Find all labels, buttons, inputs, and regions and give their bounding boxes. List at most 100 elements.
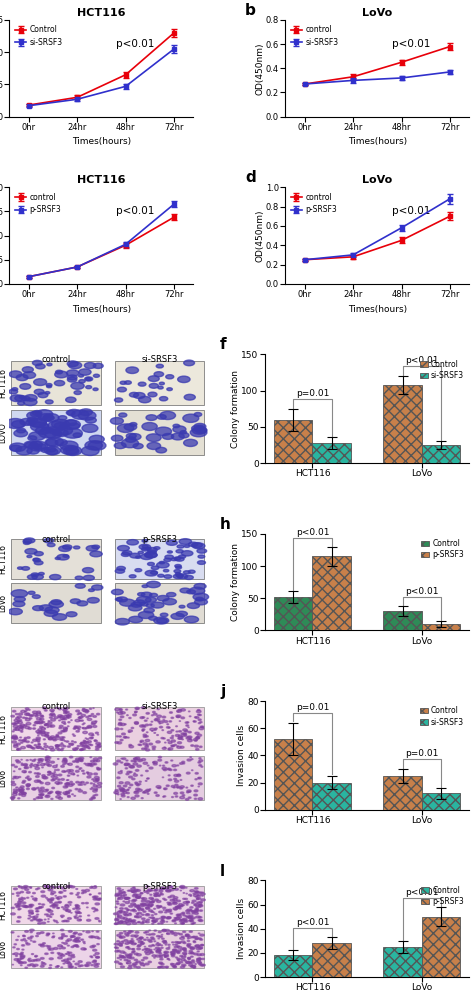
Circle shape bbox=[27, 412, 41, 420]
Circle shape bbox=[137, 785, 139, 786]
Circle shape bbox=[37, 722, 40, 724]
Circle shape bbox=[62, 737, 65, 738]
Circle shape bbox=[140, 725, 144, 727]
Circle shape bbox=[97, 713, 100, 715]
Circle shape bbox=[156, 741, 160, 743]
Circle shape bbox=[55, 381, 64, 386]
Circle shape bbox=[159, 382, 164, 385]
Circle shape bbox=[179, 737, 182, 739]
Circle shape bbox=[173, 425, 180, 428]
Circle shape bbox=[81, 785, 82, 786]
Circle shape bbox=[167, 958, 169, 959]
Circle shape bbox=[142, 729, 145, 730]
Circle shape bbox=[14, 430, 27, 437]
Circle shape bbox=[36, 427, 49, 435]
Circle shape bbox=[58, 945, 62, 947]
Circle shape bbox=[196, 916, 200, 918]
Circle shape bbox=[25, 906, 28, 907]
Circle shape bbox=[162, 955, 164, 956]
Circle shape bbox=[48, 421, 67, 431]
Circle shape bbox=[18, 777, 21, 778]
Circle shape bbox=[167, 768, 171, 770]
Circle shape bbox=[175, 557, 184, 561]
Circle shape bbox=[191, 956, 193, 957]
Circle shape bbox=[177, 916, 182, 918]
Circle shape bbox=[64, 715, 69, 718]
Bar bbox=[11, 410, 101, 455]
Text: p<0.01: p<0.01 bbox=[296, 918, 329, 927]
Circle shape bbox=[161, 963, 164, 965]
Circle shape bbox=[49, 717, 52, 718]
Circle shape bbox=[199, 963, 201, 964]
Circle shape bbox=[90, 887, 92, 888]
Circle shape bbox=[75, 789, 78, 790]
Title: HCT116: HCT116 bbox=[77, 175, 126, 185]
Text: HCT116: HCT116 bbox=[0, 714, 8, 744]
Circle shape bbox=[75, 583, 85, 588]
Circle shape bbox=[61, 887, 64, 888]
Circle shape bbox=[57, 770, 59, 771]
Circle shape bbox=[23, 372, 36, 379]
Circle shape bbox=[82, 749, 84, 750]
Circle shape bbox=[197, 962, 201, 963]
Circle shape bbox=[178, 946, 182, 948]
Circle shape bbox=[200, 892, 202, 893]
Circle shape bbox=[63, 764, 65, 765]
Circle shape bbox=[180, 786, 184, 788]
Circle shape bbox=[88, 726, 92, 728]
Circle shape bbox=[144, 948, 148, 950]
Circle shape bbox=[93, 760, 97, 762]
Circle shape bbox=[191, 426, 202, 431]
Circle shape bbox=[20, 724, 25, 727]
Circle shape bbox=[146, 771, 148, 772]
Bar bbox=[11, 929, 101, 968]
Circle shape bbox=[67, 775, 70, 777]
Circle shape bbox=[84, 742, 89, 744]
Circle shape bbox=[61, 929, 64, 931]
Circle shape bbox=[68, 784, 73, 787]
Circle shape bbox=[166, 727, 170, 728]
Circle shape bbox=[39, 414, 53, 421]
Circle shape bbox=[62, 933, 64, 935]
Circle shape bbox=[12, 735, 17, 738]
Circle shape bbox=[61, 779, 64, 781]
Circle shape bbox=[118, 897, 123, 899]
Circle shape bbox=[160, 887, 165, 889]
Circle shape bbox=[33, 789, 36, 790]
Circle shape bbox=[27, 746, 32, 748]
Circle shape bbox=[133, 964, 136, 965]
Circle shape bbox=[146, 931, 149, 932]
Circle shape bbox=[117, 597, 128, 602]
Circle shape bbox=[14, 777, 18, 779]
Circle shape bbox=[190, 889, 194, 891]
Circle shape bbox=[127, 772, 131, 773]
Circle shape bbox=[145, 720, 147, 722]
Circle shape bbox=[18, 962, 23, 964]
Circle shape bbox=[200, 722, 202, 723]
Circle shape bbox=[136, 770, 139, 772]
Bar bbox=[11, 757, 101, 800]
Circle shape bbox=[128, 730, 132, 732]
Circle shape bbox=[62, 420, 81, 430]
Circle shape bbox=[27, 778, 31, 780]
Circle shape bbox=[137, 961, 140, 963]
Circle shape bbox=[23, 541, 30, 544]
Circle shape bbox=[124, 914, 128, 916]
Circle shape bbox=[65, 783, 70, 785]
Circle shape bbox=[17, 716, 21, 718]
Circle shape bbox=[56, 897, 59, 898]
Circle shape bbox=[115, 923, 118, 924]
Circle shape bbox=[41, 730, 45, 732]
Circle shape bbox=[76, 907, 80, 909]
Circle shape bbox=[44, 610, 58, 616]
Circle shape bbox=[45, 953, 48, 954]
Circle shape bbox=[30, 422, 48, 432]
Circle shape bbox=[36, 919, 41, 921]
Circle shape bbox=[117, 760, 120, 762]
Circle shape bbox=[191, 785, 193, 787]
Circle shape bbox=[50, 574, 61, 579]
Circle shape bbox=[31, 573, 39, 576]
Circle shape bbox=[184, 575, 193, 579]
Circle shape bbox=[162, 767, 166, 770]
Circle shape bbox=[174, 934, 177, 936]
